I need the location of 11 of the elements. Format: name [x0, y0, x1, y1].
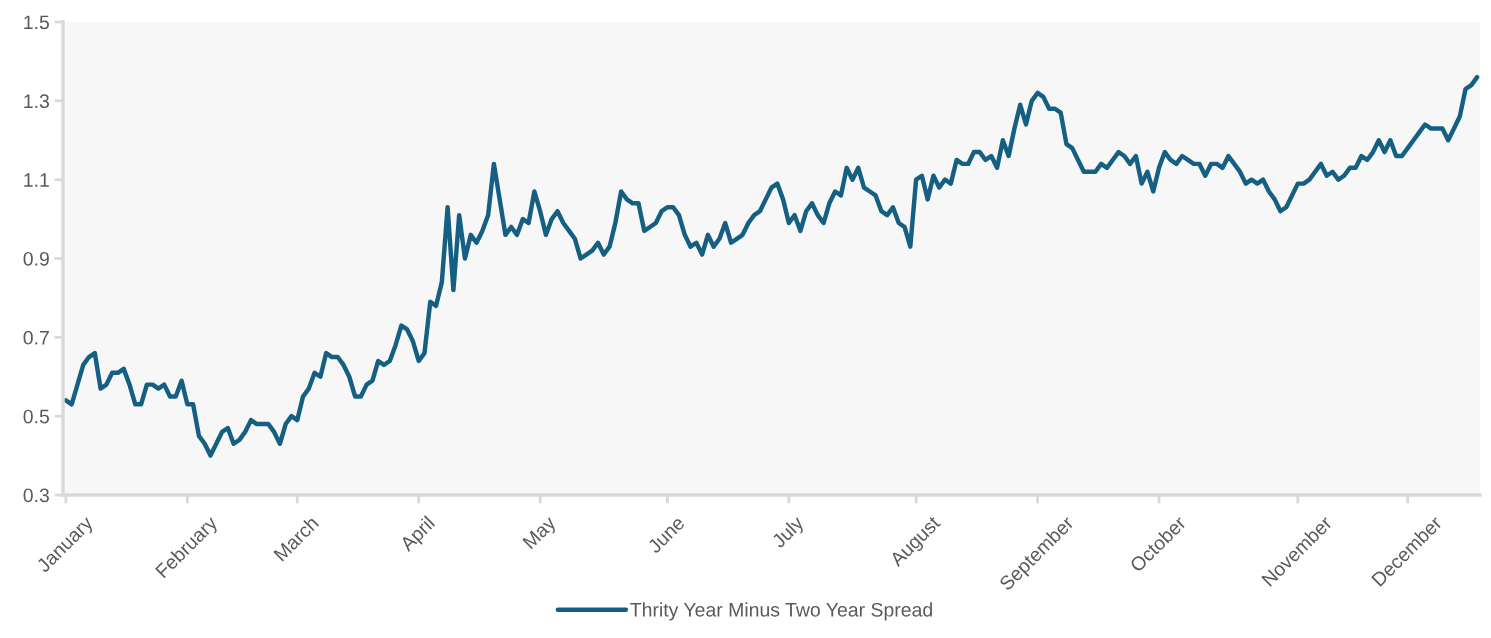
- y-tick-label: 1.3: [24, 94, 49, 109]
- line-series: [63, 74, 1480, 458]
- y-tick-label: 0.7: [23, 330, 49, 345]
- legend-label: Thrity Year Minus Two Year Spread: [630, 602, 932, 621]
- x-tick-label: July: [770, 514, 808, 552]
- y-tick-label: 1.1: [24, 173, 49, 187]
- y-tick-label: 1.5: [24, 15, 49, 30]
- y-tick-label: 0.3: [23, 488, 49, 503]
- y-tick-label: 0.9: [23, 251, 49, 266]
- x-tick-label: May: [522, 514, 560, 553]
- y-tick-label: 0.5: [23, 409, 49, 424]
